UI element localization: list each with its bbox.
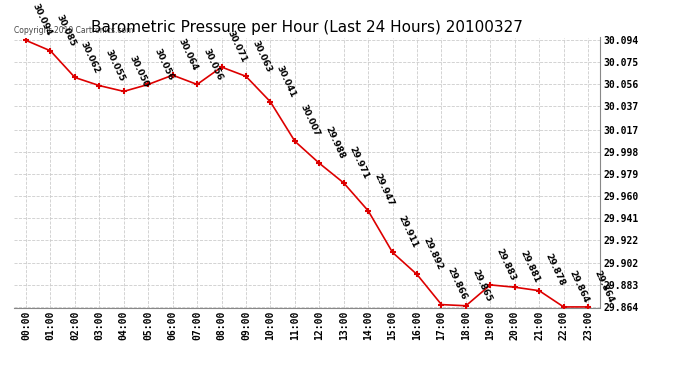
- Text: 29.864: 29.864: [592, 269, 615, 304]
- Text: 29.881: 29.881: [519, 249, 542, 285]
- Text: 29.892: 29.892: [421, 236, 444, 272]
- Text: 29.988: 29.988: [324, 125, 346, 160]
- Text: 29.883: 29.883: [495, 247, 518, 282]
- Text: 30.056: 30.056: [201, 47, 224, 82]
- Text: 30.050: 30.050: [128, 54, 150, 88]
- Text: 29.947: 29.947: [373, 172, 395, 208]
- Text: 29.864: 29.864: [568, 269, 591, 304]
- Text: 30.055: 30.055: [104, 48, 126, 83]
- Text: 30.094: 30.094: [30, 2, 53, 38]
- Text: 30.056: 30.056: [152, 47, 175, 82]
- Text: 29.878: 29.878: [543, 252, 566, 288]
- Text: 29.866: 29.866: [446, 267, 469, 302]
- Text: 30.063: 30.063: [250, 39, 273, 74]
- Text: 30.064: 30.064: [177, 37, 199, 72]
- Text: 29.971: 29.971: [348, 145, 371, 180]
- Text: 29.911: 29.911: [397, 214, 420, 250]
- Text: 29.865: 29.865: [470, 268, 493, 303]
- Text: 30.041: 30.041: [275, 64, 297, 99]
- Text: 30.071: 30.071: [226, 29, 248, 64]
- Text: Copyright 2010 Cartronics.com: Copyright 2010 Cartronics.com: [14, 26, 133, 35]
- Text: 30.085: 30.085: [55, 13, 77, 48]
- Title: Barometric Pressure per Hour (Last 24 Hours) 20100327: Barometric Pressure per Hour (Last 24 Ho…: [91, 20, 523, 35]
- Text: 30.062: 30.062: [79, 40, 101, 75]
- Text: 30.007: 30.007: [299, 104, 322, 138]
